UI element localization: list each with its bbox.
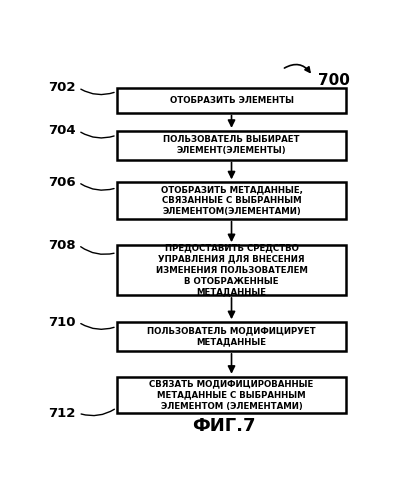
Text: 710: 710 bbox=[48, 315, 75, 329]
Text: 712: 712 bbox=[48, 407, 75, 420]
FancyBboxPatch shape bbox=[117, 182, 346, 219]
Text: 702: 702 bbox=[48, 81, 75, 94]
Text: ФИГ.7: ФИГ.7 bbox=[192, 417, 256, 435]
FancyBboxPatch shape bbox=[117, 131, 346, 160]
FancyBboxPatch shape bbox=[117, 377, 346, 413]
FancyBboxPatch shape bbox=[117, 88, 346, 113]
Text: ПОЛЬЗОВАТЕЛЬ МОДИФИЦИРУЕТ
МЕТАДАННЫЕ: ПОЛЬЗОВАТЕЛЬ МОДИФИЦИРУЕТ МЕТАДАННЫЕ bbox=[147, 326, 316, 347]
FancyBboxPatch shape bbox=[117, 245, 346, 295]
Text: 700: 700 bbox=[318, 73, 350, 88]
Text: ОТОБРАЗИТЬ ЭЛЕМЕНТЫ: ОТОБРАЗИТЬ ЭЛЕМЕНТЫ bbox=[169, 96, 293, 105]
Text: СВЯЗАТЬ МОДИФИЦИРОВАННЫЕ
МЕТАДАННЫЕ С ВЫБРАННЫМ
ЭЛЕМЕНТОМ (ЭЛЕМЕНТАМИ): СВЯЗАТЬ МОДИФИЦИРОВАННЫЕ МЕТАДАННЫЕ С ВЫ… bbox=[149, 379, 314, 411]
FancyBboxPatch shape bbox=[117, 322, 346, 351]
Text: 708: 708 bbox=[48, 239, 75, 251]
Text: ПОЛЬЗОВАТЕЛЬ ВЫБИРАЕТ
ЭЛЕМЕНТ(ЭЛЕМЕНТЫ): ПОЛЬЗОВАТЕЛЬ ВЫБИРАЕТ ЭЛЕМЕНТ(ЭЛЕМЕНТЫ) bbox=[163, 135, 300, 155]
Text: ПРЕДОСТАВИТЬ СРЕДСТВО
УПРАВЛЕНИЯ ДЛЯ ВНЕСЕНИЯ
ИЗМЕНЕНИЯ ПОЛЬЗОВАТЕЛЕМ
В ОТОБРАЖЕ: ПРЕДОСТАВИТЬ СРЕДСТВО УПРАВЛЕНИЯ ДЛЯ ВНЕ… bbox=[156, 244, 307, 297]
Text: 704: 704 bbox=[48, 124, 75, 137]
Text: ОТОБРАЗИТЬ МЕТАДАННЫЕ,
СВЯЗАННЫЕ С ВЫБРАННЫМ
ЭЛЕМЕНТОМ(ЭЛЕМЕНТАМИ): ОТОБРАЗИТЬ МЕТАДАННЫЕ, СВЯЗАННЫЕ С ВЫБРА… bbox=[160, 185, 303, 216]
Text: 706: 706 bbox=[48, 176, 75, 189]
